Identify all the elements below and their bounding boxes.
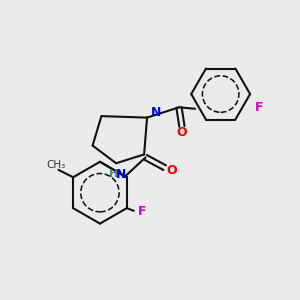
Text: F: F — [138, 205, 146, 218]
Text: CH₃: CH₃ — [46, 160, 66, 170]
Text: O: O — [166, 164, 176, 176]
Text: N: N — [151, 106, 161, 119]
Text: F: F — [254, 101, 263, 114]
Text: H: H — [109, 169, 119, 179]
Text: N: N — [116, 168, 127, 181]
Text: O: O — [177, 126, 187, 140]
